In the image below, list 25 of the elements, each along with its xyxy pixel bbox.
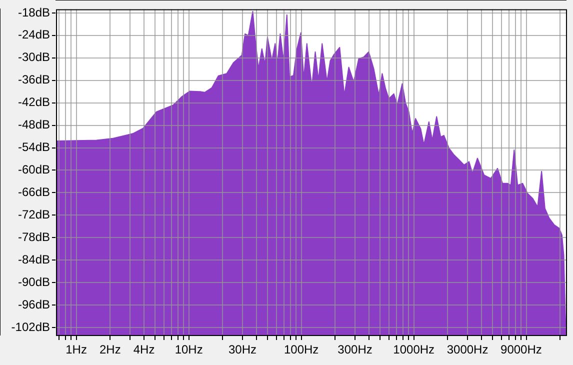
x-tick-label: 10Hz xyxy=(174,342,203,357)
y-tick-label: -60dB xyxy=(18,162,50,177)
y-tick-label: -54dB xyxy=(18,140,50,154)
x-tick-label: 1Hz xyxy=(66,342,87,357)
x-tick-label: 9000Hz xyxy=(500,342,542,357)
x-tick-label: 30Hz xyxy=(228,342,257,357)
y-tick-label: -78dB xyxy=(18,230,50,244)
y-tick-label: -84dB xyxy=(18,252,50,266)
y-tick-label: -30dB xyxy=(18,50,50,64)
y-tick-label: -48dB xyxy=(18,118,50,132)
y-tick-label: -66dB xyxy=(18,185,50,200)
y-tick-label: -42dB xyxy=(18,95,50,110)
y-tick-label: -90dB xyxy=(18,274,50,289)
y-tick-label: -24dB xyxy=(18,28,50,42)
y-tick-label: -36dB xyxy=(18,72,50,87)
x-tick-label: 3000Hz xyxy=(446,342,488,357)
y-tick-label: -102dB xyxy=(11,320,50,334)
y-tick-label: -96dB xyxy=(18,297,50,312)
y-tick-label: -18dB xyxy=(18,5,50,20)
x-tick-label: 4Hz xyxy=(133,342,155,357)
x-tick-label: 2Hz xyxy=(100,342,121,357)
x-tick-label: 300Hz xyxy=(338,342,372,357)
x-tick-label: 1000Hz xyxy=(393,342,435,357)
x-tick-label: 100Hz xyxy=(284,342,319,357)
y-tick-label: -72dB xyxy=(18,207,50,222)
